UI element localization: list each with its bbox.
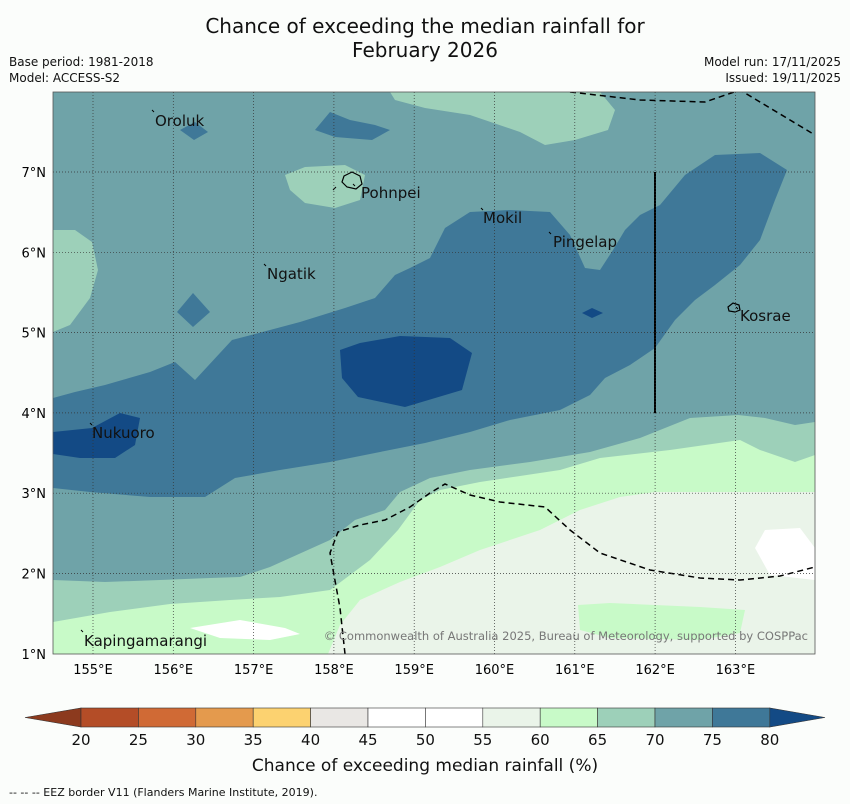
place-label-pingelap: Pingelap [553,233,617,251]
y-tick-label: 4°N [22,407,47,422]
colorbar-swatch-c20 [80,707,139,728]
y-tick-label: 7°N [22,166,47,181]
colorbar-tick-label: 35 [243,731,263,749]
colorbar-tick-label: 55 [473,731,493,749]
issued-date: Issued: 19/11/2025 [725,71,841,85]
place-label-pohnpei: Pohnpei [361,184,421,202]
colorbar-swatch-c40 [310,707,369,728]
colorbar-over-arrow [769,707,826,728]
colorbar-swatch-c50 [425,707,484,728]
x-tick-label: 158°E [314,663,354,678]
region-45-55-east [755,528,815,580]
kosrae-island-icon [727,302,741,313]
copyright-notice: © Commonwealth of Australia 2025, Bureau… [324,629,808,643]
colorbar-swatch-c70 [654,707,713,728]
x-tick-label: 159°E [394,663,434,678]
colorbar-swatch-c25 [138,707,197,728]
x-tick-label: 157°E [234,663,274,678]
place-marker [735,306,739,310]
islet-marker [332,186,337,191]
region-65-70-west [53,230,98,332]
place-marker [151,109,155,113]
place-marker [80,629,84,633]
place-marker [263,263,267,267]
colorbar-under-arrow [24,707,82,728]
colorbar-tick-label: 25 [128,731,148,749]
region-65-70-north [390,92,615,145]
region-75-80-ngatik-patch [177,293,210,327]
colorbar-tick-label: 65 [588,731,608,749]
region-75-80-oroluk-patch [180,122,208,140]
colorbar-tick-label: 50 [415,731,435,749]
region-over-80-nukuoro [53,413,140,458]
colorbar-swatch-c60 [539,707,598,728]
meta-left: Base period: 1981-2018 Model: ACCESS-S2 [9,54,154,86]
region-45-55-south [190,620,300,640]
x-tick-label: 161°E [555,663,595,678]
x-axis-ticks: 155°E 156°E 157°E 158°E 159°E 160°E 161°E 162°E… [73,663,755,678]
region-60-65-south-patch [578,603,745,640]
y-tick-label: 2°N [22,568,47,583]
place-label-oroluk: Oroluk [155,112,204,130]
colorbar-title: Chance of exceeding median rainfall (%) [251,756,599,776]
colorbar-tick-label: 45 [358,731,378,749]
rainfall-probability-map [53,92,815,654]
y-axis-ticks: 7°N 6°N 5°N 4°N 3°N 2°N 1°N [22,166,47,663]
map-title: Chance of exceeding the median rainfall … [0,14,850,62]
x-tick-label: 155°E [73,663,113,678]
colorbar-tick-label: 80 [760,731,780,749]
colorbar-tick-label: 70 [645,731,665,749]
colorbar-swatch-c75 [712,707,771,728]
region-75-80-band [53,153,787,497]
colorbar-swatch-c30 [195,707,254,728]
place-marker [89,422,93,426]
model-name: Model: ACCESS-S2 [9,71,121,85]
y-tick-label: 6°N [22,246,47,261]
meta-right: Model run: 17/11/2025 Issued: 19/11/2025 [704,54,841,86]
x-tick-label: 163°E [716,663,756,678]
place-label-ngatik: Ngatik [267,265,316,283]
model-run: Model run: 17/11/2025 [703,55,841,69]
place-label-nukuoro: Nukuoro [92,424,155,442]
colorbar-tick-label: 30 [186,731,206,749]
pohnpei-island-icon [341,171,363,190]
place-label-kapingamarangi: Kapingamarangi [84,632,207,650]
place-label-mokil: Mokil [483,209,522,227]
place-labels: Oroluk Pohnpei Mokil Pingelap Ngatik Kosrae Nu… [80,109,791,650]
y-tick-label: 3°N [22,487,47,502]
region-over-80-small [582,308,603,318]
x-tick-label: 156°E [154,663,194,678]
colorbar-swatch-c65 [597,707,656,728]
place-marker [548,231,552,235]
y-tick-label: 1°N [22,648,47,663]
x-tick-label: 162°E [635,663,675,678]
gridlines [53,92,815,654]
colorbar-tick-label: 20 [71,731,91,749]
place-marker [352,183,356,187]
colorbar-swatch-c35 [252,707,311,728]
colorbar-swatch-c45 [367,707,426,728]
colorbar [24,707,826,728]
y-tick-label: 5°N [22,327,47,342]
colorbar-tick-label: 60 [530,731,550,749]
place-label-kosrae: Kosrae [740,307,791,325]
x-tick-label: 160°E [475,663,515,678]
eez-border [329,92,815,654]
eez-footnote: -- -- -- EEZ border V11 (Flanders Marine… [9,786,318,799]
map-title-line1: Chance of exceeding the median rainfall … [205,14,645,38]
colorbar-swatch-c55 [482,707,541,728]
map-frame [52,91,816,655]
colorbar-tick-label: 75 [702,731,722,749]
base-period: Base period: 1981-2018 [9,55,154,69]
place-marker [480,207,484,211]
map-title-line2: February 2026 [352,38,498,62]
region-over-80-central [340,336,472,407]
colorbar-tick-label: 40 [301,731,321,749]
